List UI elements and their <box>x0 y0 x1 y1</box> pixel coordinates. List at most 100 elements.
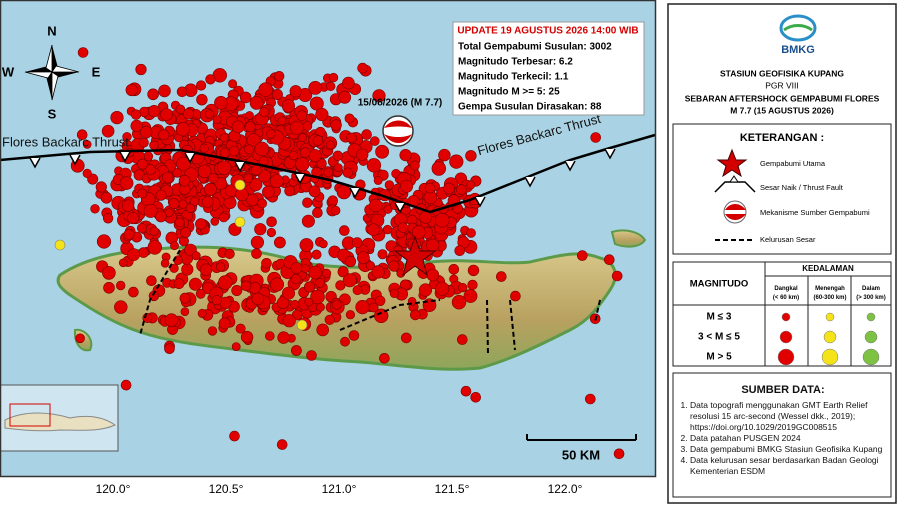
magnitude-symbol <box>862 348 880 366</box>
aftershock <box>460 385 472 397</box>
aftershock <box>218 317 231 330</box>
aftershock-intermediate <box>54 239 66 251</box>
lineament <box>339 299 441 331</box>
inset-map <box>0 384 119 452</box>
aftershock <box>203 182 217 196</box>
aftershock <box>197 308 207 318</box>
aftershock <box>281 286 295 300</box>
aftershock <box>100 192 113 204</box>
aftershock <box>216 262 226 272</box>
aftershock <box>296 110 308 121</box>
aftershock <box>127 212 140 225</box>
aftershock <box>426 268 440 282</box>
aftershock <box>250 164 262 176</box>
longitude-label: 121.5° <box>435 482 470 496</box>
aftershock <box>308 185 321 198</box>
aftershock <box>174 217 185 228</box>
aftershock <box>259 106 270 118</box>
aftershock <box>470 391 482 403</box>
aftershock <box>510 290 521 302</box>
aftershock <box>127 248 141 261</box>
fault-teeth <box>29 148 616 214</box>
aftershock <box>164 343 175 355</box>
aftershock <box>495 271 507 282</box>
aftershock <box>231 120 245 134</box>
magnitude-table: MAGNITUDO KEDALAMAN Dangkal (< 60 km) Mene… <box>672 261 892 367</box>
aftershock <box>344 113 355 124</box>
aftershock <box>218 212 229 223</box>
mainshock-label: 15/08/2026 (M 7.7) <box>358 98 443 109</box>
aftershock <box>218 275 233 290</box>
aftershock <box>400 332 412 344</box>
aftershock <box>95 181 107 193</box>
aftershock <box>240 280 252 292</box>
aftershock <box>332 150 343 162</box>
aftershock <box>181 263 194 276</box>
keterangan-box <box>672 123 892 255</box>
aftershock <box>261 185 275 199</box>
aftershock <box>342 167 353 178</box>
depth-label: Dangkal (< 60 km) <box>773 286 799 301</box>
aftershock <box>590 132 602 143</box>
aftershock <box>135 63 147 76</box>
fault-tooth <box>69 154 81 166</box>
compass-light <box>24 44 80 101</box>
aftershock <box>228 79 238 89</box>
aftershock <box>149 140 159 151</box>
aftershock <box>180 227 192 238</box>
aftershock <box>291 273 302 285</box>
logo-ring <box>779 14 817 42</box>
aftershock <box>101 124 115 138</box>
aftershock <box>175 122 190 137</box>
aftershock <box>254 223 267 236</box>
aftershock <box>411 225 426 239</box>
aftershock <box>266 129 276 139</box>
compass: N S E W <box>2 23 101 121</box>
aftershock <box>284 185 296 197</box>
fault-tooth <box>349 187 361 199</box>
aftershock <box>324 314 335 325</box>
aftershock <box>123 228 135 240</box>
aftershock <box>389 288 399 299</box>
aftershock <box>173 278 185 289</box>
aftershock <box>315 107 329 122</box>
aftershock <box>229 430 240 442</box>
magnitude-symbol <box>864 330 878 344</box>
sources: SUMBER DATA: Data topografi menggunakan … <box>676 385 890 477</box>
aftershock <box>366 158 382 173</box>
aftershock <box>191 251 201 261</box>
aftershock <box>208 172 219 184</box>
aftershock <box>299 238 314 252</box>
aftershock <box>367 223 380 236</box>
aftershock <box>388 260 400 272</box>
aftershock <box>346 132 357 144</box>
aftershock <box>276 439 288 450</box>
beachball-fill <box>384 120 412 143</box>
aftershock <box>321 268 332 278</box>
aftershock <box>434 212 450 228</box>
magnitude-row-label: M > 5 <box>706 352 732 363</box>
aftershock <box>327 195 338 206</box>
aftershock <box>217 160 232 175</box>
legend-header: STASIUN GEOFISIKA KUPANG <box>720 68 844 78</box>
legend-fault-tooth <box>729 175 739 183</box>
magnitude-header: MAGNITUDO <box>690 279 749 290</box>
aftershock <box>372 89 386 103</box>
aftershock <box>168 198 180 210</box>
aftershock <box>179 292 191 304</box>
aftershock <box>289 85 302 98</box>
magnitude-row-label: M ≤ 3 <box>707 312 732 323</box>
aftershock <box>245 111 254 120</box>
aftershock <box>271 89 283 101</box>
magnitude-symbol <box>821 348 839 366</box>
aftershock <box>250 235 264 249</box>
aftershock <box>75 333 85 344</box>
aftershock <box>147 240 163 255</box>
magnitude-symbol <box>866 312 876 322</box>
logo-text: BMKG <box>781 44 815 56</box>
aftershock <box>231 284 243 296</box>
update-line: Magnitudo Terbesar: 6.2 <box>458 57 573 68</box>
aftershock <box>326 81 336 92</box>
source-item: Data kelurusan sesar berdasarkan Badan G… <box>690 455 890 477</box>
